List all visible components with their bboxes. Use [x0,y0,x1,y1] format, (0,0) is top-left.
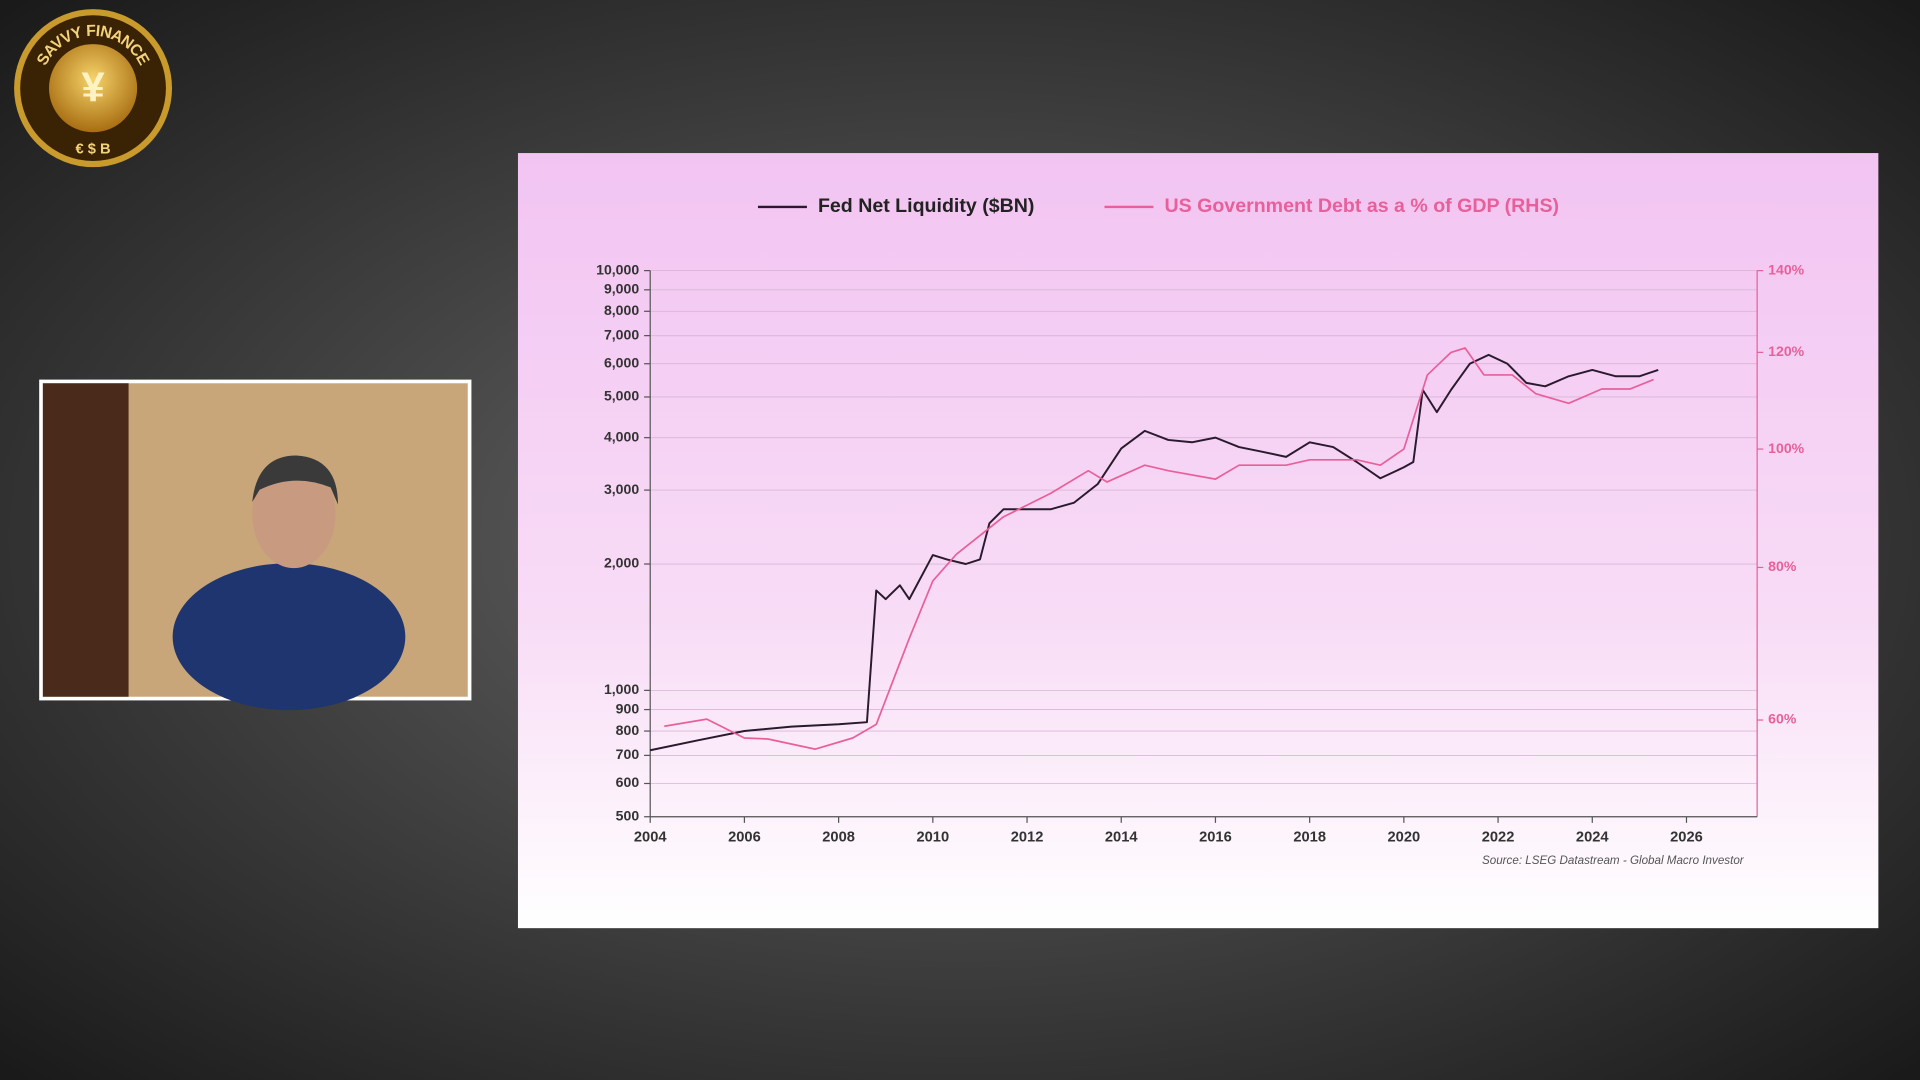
y2-tick-label: 140% [1768,261,1804,277]
legend-label: Fed Net Liquidity ($BN) [818,195,1034,217]
chart: 500 600 700 800 900 1,000 2,000 3,000 4,000 5,000… [596,195,1805,867]
x-tick-label: 2014 [1105,829,1139,845]
y-tick-label: 7,000 [604,326,639,342]
y-tick-label: 6,000 [604,354,639,370]
x-tick-label: 2010 [916,829,949,845]
y-tick-label: 600 [616,774,640,790]
y-tick-label: 4,000 [604,428,639,444]
logo-symbols: € $ B [76,141,111,157]
y-tick-label: 10,000 [596,261,639,277]
logo-yen: ¥ [81,64,104,111]
x-tick-label: 2008 [822,829,855,845]
y-tick-label: 1,000 [604,681,639,697]
y-tick-label: 500 [616,807,640,823]
y2-tick-label: 100% [1768,440,1804,456]
legend-label: US Government Debt as a % of GDP (RHS) [1164,195,1559,217]
logo: ¥ SAVVY FINANCE € $ B [14,9,173,168]
y2-tick-label: 60% [1768,711,1797,727]
y-tick-label: 5,000 [604,388,639,404]
x-tick-label: 2020 [1388,829,1421,845]
webcam-wall [42,383,129,697]
y-tick-label: 800 [616,722,640,738]
x-tick-label: 2012 [1011,829,1044,845]
y-tick-label: 8,000 [604,302,639,318]
y-tick-label: 3,000 [604,481,639,497]
x-tick-label: 2026 [1670,829,1703,845]
webcam [39,379,472,711]
logo-coin [48,44,138,133]
y-tick-label: 900 [616,700,640,716]
x-tick-label: 2006 [728,829,761,845]
x-tick-label: 2024 [1576,829,1610,845]
webcam-person-hair [252,455,338,505]
y2-tick-label: 80% [1768,558,1797,574]
webcam-person-body [172,563,406,711]
chart-panel [517,153,1879,929]
x-tick-label: 2018 [1293,829,1326,845]
y-tick-label: 2,000 [604,555,639,571]
y-tick-label: 9,000 [604,281,639,297]
series-line [650,353,1659,752]
x-tick-label: 2016 [1199,829,1232,845]
y2-tick-label: 120% [1768,343,1804,359]
x-tick-label: 2004 [634,829,668,845]
x-tick-label: 2022 [1482,829,1515,845]
webcam-person-head [252,460,336,569]
y-tick-label: 700 [616,746,640,762]
source-note: Source: LSEG Datastream - Global Macro I… [1482,854,1745,867]
series-line [664,347,1654,750]
